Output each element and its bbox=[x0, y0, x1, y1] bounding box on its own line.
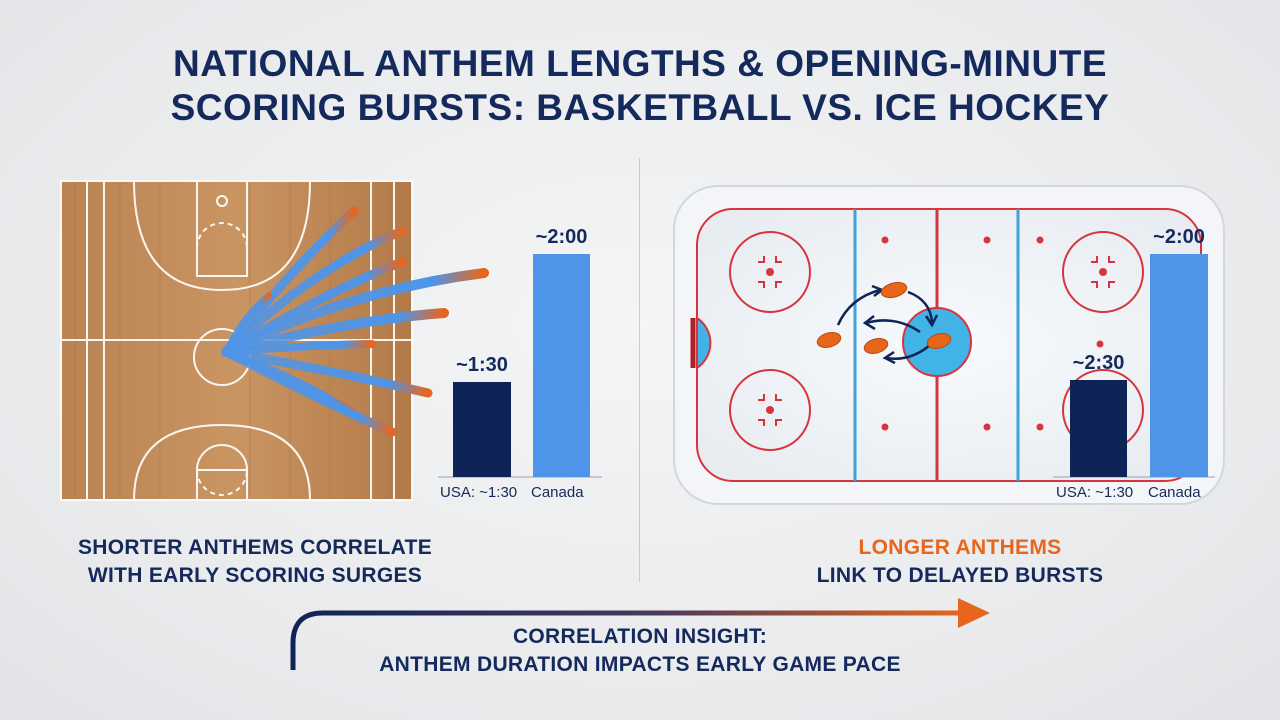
bar-usa-1-30 bbox=[1070, 380, 1127, 477]
right-caption-line2: LINK TO DELAYED BURSTS bbox=[816, 564, 1104, 587]
bar-category-label: USA: ~1:30 bbox=[440, 484, 518, 501]
bar-value-label: ~2:30 bbox=[1072, 352, 1125, 374]
hockey-anthem-chart bbox=[1053, 254, 1215, 478]
chart-title: NATIONAL ANTHEM LENGTHS & OPENING-MINUTE… bbox=[0, 42, 1280, 130]
left-caption-line2: WITH EARLY SCORING SURGES bbox=[87, 564, 423, 587]
bar-category-label: USA: ~1:30 bbox=[1056, 484, 1134, 501]
chart-title-line2: SCORING BURSTS: BASKETBALL VS. ICE HOCKE… bbox=[170, 87, 1110, 128]
correlation-insight: CORRELATION INSIGHT: ANTHEM DURATION IMP… bbox=[300, 623, 980, 679]
bar-value-label: ~1:30 bbox=[456, 354, 508, 376]
bar-value-label: ~2:00 bbox=[1153, 226, 1205, 248]
scoring-burst-lines bbox=[221, 206, 489, 437]
right-caption: LONGER ANTHEMS LINK TO DELAYED BURSTS bbox=[745, 534, 1175, 590]
basketball-court bbox=[60, 180, 489, 501]
right-caption-line1: LONGER ANTHEMS bbox=[858, 536, 1062, 559]
bar-category-label: Canada bbox=[531, 484, 584, 501]
bar-canada bbox=[533, 254, 590, 477]
left-caption: SHORTER ANTHEMS CORRELATE WITH EARLY SCO… bbox=[40, 534, 470, 590]
bar-usa-1-30 bbox=[453, 382, 511, 477]
panel-divider bbox=[639, 158, 640, 582]
bar-value-label: ~2:00 bbox=[535, 226, 588, 248]
left-caption-line1: SHORTER ANTHEMS CORRELATE bbox=[78, 536, 432, 559]
bar-canada bbox=[1150, 254, 1208, 477]
chart-title-line1: NATIONAL ANTHEM LENGTHS & OPENING-MINUTE bbox=[172, 43, 1107, 84]
insight-line1: CORRELATION INSIGHT: bbox=[512, 625, 768, 648]
insight-arrow bbox=[290, 598, 990, 670]
bar-category-label: Canada bbox=[1148, 484, 1201, 501]
insight-line2: ANTHEM DURATION IMPACTS EARLY GAME PACE bbox=[379, 653, 901, 676]
puck-movement bbox=[816, 281, 952, 365]
basketball-anthem-chart bbox=[438, 254, 602, 478]
